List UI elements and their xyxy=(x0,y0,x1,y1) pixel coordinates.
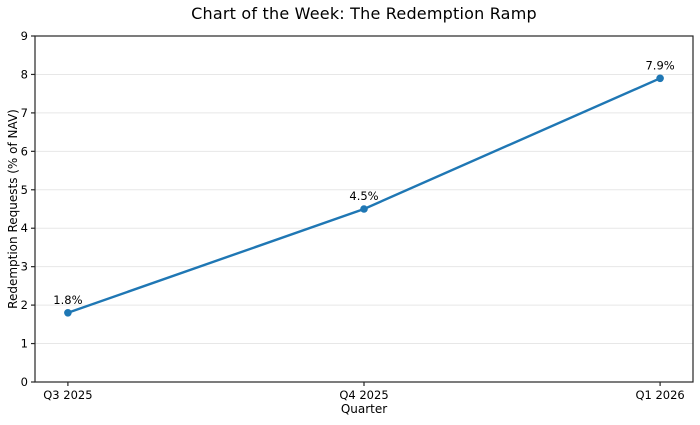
x-tick-label: Q3 2025 xyxy=(43,388,92,402)
y-tick-label: 4 xyxy=(21,221,28,235)
data-point xyxy=(656,74,664,83)
x-tick-label: Q1 2026 xyxy=(635,388,684,402)
y-tick-label: 5 xyxy=(21,183,28,197)
y-tick-label: 6 xyxy=(21,144,28,158)
data-point-label: 7.9% xyxy=(645,58,674,72)
x-axis-label: Quarter xyxy=(340,402,388,416)
y-axis-label: Redemption Requests (% of NAV) xyxy=(6,109,20,309)
x-tick-label: Q4 2025 xyxy=(339,388,388,402)
data-point-label: 1.8% xyxy=(53,293,82,307)
data-point xyxy=(64,309,72,317)
y-tick-label: 1 xyxy=(21,337,28,351)
y-tick-label: 2 xyxy=(21,298,28,312)
y-tick-label: 8 xyxy=(21,67,28,81)
chart-title: Chart of the Week: The Redemption Ramp xyxy=(191,4,537,23)
data-point xyxy=(360,205,368,213)
data-point-label: 4.5% xyxy=(349,189,378,203)
y-tick-label: 9 xyxy=(21,29,28,43)
y-tick-label: 3 xyxy=(21,260,28,274)
y-tick-label: 7 xyxy=(21,106,28,120)
y-tick-label: 0 xyxy=(21,375,28,389)
